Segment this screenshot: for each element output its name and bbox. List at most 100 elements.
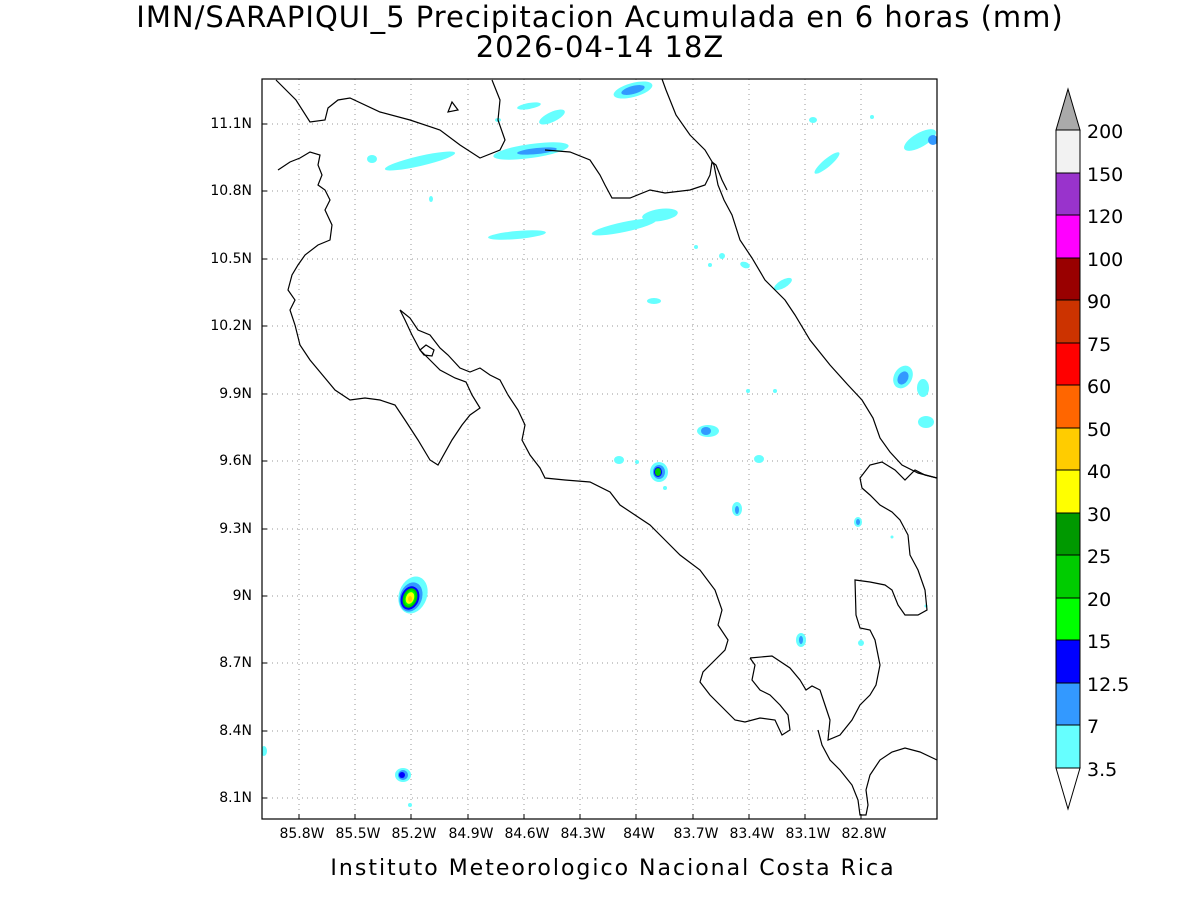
gulf-of-nicoya	[399, 309, 791, 736]
colorbar-label: 25	[1087, 546, 1112, 568]
precip-cell	[663, 486, 667, 490]
colorbar-segment-20	[1055, 597, 1081, 641]
lon-label: 84.3W	[560, 826, 606, 842]
precip-cell	[740, 261, 750, 269]
colorbar-label: 30	[1087, 504, 1112, 526]
precip-cell	[642, 208, 678, 222]
lon-label: 85.5W	[335, 826, 381, 842]
colorbar-bottom-arrow	[1055, 767, 1081, 811]
precip-contours	[262, 81, 937, 807]
nicaragua-border	[544, 149, 728, 199]
lat-label: 10.5N	[210, 251, 252, 267]
precip-cell	[635, 460, 639, 464]
precip-cell	[904, 129, 936, 151]
lon-label: 83.1W	[785, 826, 831, 842]
precip-cell	[408, 596, 412, 602]
island-inner	[419, 344, 435, 357]
precip-cell	[799, 636, 803, 644]
precip-cell	[384, 151, 456, 171]
colorbar-segment-50	[1055, 427, 1081, 471]
colorbar-label: 60	[1087, 376, 1112, 398]
colorbar-label: 7	[1087, 716, 1100, 738]
precip-cell	[858, 640, 864, 646]
colorbar-label: 20	[1087, 589, 1112, 611]
precip-cell	[262, 746, 267, 756]
colorbar-segment-40	[1055, 469, 1081, 514]
axis-ticks	[262, 123, 862, 819]
colorbar-label: 40	[1087, 461, 1112, 483]
precip-cell	[814, 152, 840, 174]
north-border	[275, 79, 506, 159]
precip-cell	[488, 230, 546, 240]
precip-cell	[870, 115, 874, 119]
map-gridlines	[262, 79, 937, 819]
footer-credit: Instituto Meteorologico Nacional Costa R…	[330, 856, 896, 881]
colorbar-segment-200	[1055, 129, 1081, 174]
precip-cell	[614, 456, 624, 464]
colorbar-segment-60	[1055, 384, 1081, 429]
lon-label: 85.8W	[279, 826, 325, 842]
lon-label: 85.2W	[391, 826, 437, 842]
colorbar-segment-120	[1055, 214, 1081, 259]
colorbar-segment-30	[1055, 512, 1081, 556]
precip-cell	[408, 803, 412, 807]
precip-cell	[517, 102, 541, 110]
island-north	[447, 100, 460, 113]
colorbar-label: 75	[1087, 334, 1112, 356]
precip-cell	[517, 147, 557, 155]
lon-label: 84.6W	[504, 826, 550, 842]
pacific-coast-north	[277, 151, 481, 466]
colorbar-top-arrow	[1055, 87, 1081, 131]
colorbar-segment-90	[1055, 299, 1081, 344]
precip-cell	[774, 277, 792, 291]
north-coast-east	[661, 79, 715, 166]
colorbar-label: 90	[1087, 291, 1112, 313]
lon-label: 84W	[623, 826, 655, 842]
map-frame-bg	[262, 79, 937, 819]
colorbar-label: 150	[1087, 164, 1124, 186]
colorbar-segment-25	[1055, 554, 1081, 599]
precip-cell	[735, 506, 739, 514]
lat-label: 9.6N	[219, 453, 252, 469]
precip-cell	[897, 371, 909, 385]
precip-cell	[399, 772, 405, 778]
lat-label: 8.7N	[219, 655, 252, 671]
lat-label: 8.4N	[219, 723, 252, 739]
colorbar-segment-75	[1055, 342, 1081, 386]
lat-label: 9.3N	[219, 521, 252, 537]
lat-label: 10.8N	[210, 183, 252, 199]
precip-cell	[890, 535, 894, 539]
precip-cell	[701, 427, 711, 435]
lon-label: 83.7W	[673, 826, 719, 842]
colorbar-label: 200	[1087, 121, 1124, 143]
colorbar-label: 3.5	[1087, 759, 1118, 781]
lon-label: 83.4W	[729, 826, 775, 842]
colorbar-label: 100	[1087, 249, 1124, 271]
lat-label: 9.9N	[219, 386, 252, 402]
title-line-1: IMN/SARAPIQUI_5 Precipitacion Acumulada …	[136, 0, 1064, 34]
lon-label: 84.9W	[448, 826, 494, 842]
precip-cell	[539, 109, 565, 125]
precip-cell	[621, 85, 645, 95]
precip-50mm	[408, 596, 412, 602]
osa-peninsula	[749, 461, 937, 741]
colorbar-segment-150	[1055, 172, 1081, 216]
precip-cell	[591, 218, 657, 236]
colorbar-segment-12_5	[1055, 682, 1081, 726]
precip-cell	[719, 253, 725, 259]
precip-cell	[367, 155, 377, 163]
colorbar-segment-100	[1055, 257, 1081, 301]
colorbar-label: 120	[1087, 206, 1124, 228]
precip-cell	[917, 379, 929, 397]
precip-cell	[773, 389, 777, 393]
precip-cell	[746, 389, 750, 393]
colorbar-label: 50	[1087, 419, 1112, 441]
colorbar	[1055, 87, 1081, 811]
precip-cell	[708, 263, 712, 267]
lat-label: 9N	[232, 588, 252, 604]
colorbar-segment-7	[1055, 724, 1081, 769]
map-frame	[261, 78, 938, 820]
lat-label: 8.1N	[219, 790, 252, 806]
title-block: IMN/SARAPIQUI_5 Precipitacion Acumulada …	[0, 2, 1200, 62]
